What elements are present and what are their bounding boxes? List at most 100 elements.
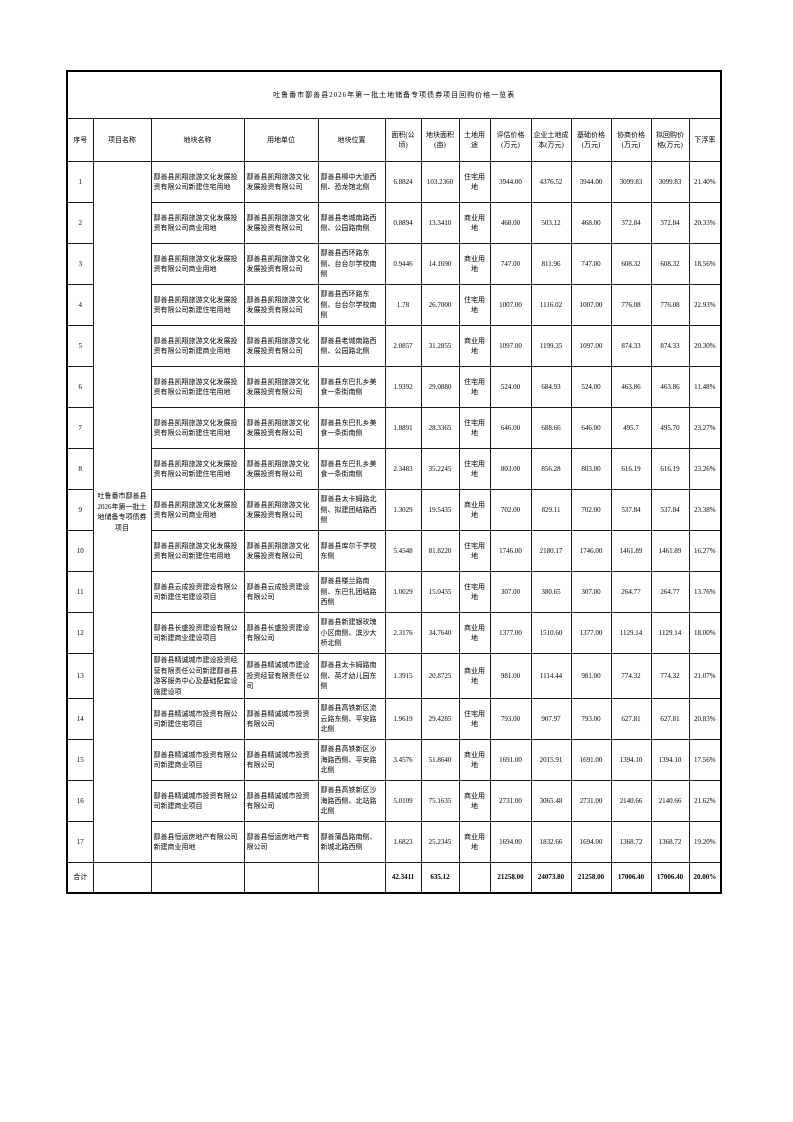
assessed-price-cell: 524.00 bbox=[489, 366, 532, 408]
base-price-cell: 3944.00 bbox=[570, 161, 612, 203]
negotiated-price-cell: 463.86 bbox=[610, 366, 652, 408]
table-row: 8 鄯善县凯翔旅游文化发展投资有限公司新建住宅用地 鄯善县凯翔旅游文化发展投资有限公… bbox=[66, 448, 722, 490]
land-use-type-cell: 住宅用地 bbox=[458, 698, 491, 740]
area-mu-cell: 20.8725 bbox=[420, 653, 460, 699]
base-price-cell: 1007.00 bbox=[570, 284, 612, 326]
enterprise-cost-cell: 380.65 bbox=[530, 571, 572, 613]
table-row: 17 鄯善县恒运房地产有限公司新建商业用地 鄯善县恒运房地产有限公司 鄯善蒲昌路南侧、… bbox=[66, 821, 722, 863]
plot-name-cell: 鄯善县精诚城市投资有限公司新建商业项目 bbox=[150, 780, 245, 822]
repurchase-price-cell: 264.77 bbox=[650, 571, 690, 613]
total-empty-location-cell bbox=[317, 862, 386, 893]
discount-rate-cell: 21.40% bbox=[688, 161, 722, 203]
discount-rate-cell: 18.56% bbox=[688, 243, 722, 285]
plot-location-cell: 鄯善县高铁新区流云路东侧、平安路北侧 bbox=[317, 698, 386, 740]
plot-name-cell: 鄯善县凯翔旅游文化发展投资有限公司新建住宅用地 bbox=[150, 530, 245, 572]
enterprise-cost-cell: 684.93 bbox=[530, 366, 572, 408]
column-header-9: 企业土地成本(万元) bbox=[530, 118, 572, 162]
plot-location-cell: 鄯善县楼兰路南侧、东巴扎团结路西侧 bbox=[317, 571, 386, 613]
plot-name-cell: 鄯善县精诚城市投资有限公司新建商业项目 bbox=[150, 739, 245, 781]
negotiated-price-cell: 774.32 bbox=[610, 653, 652, 699]
serial-cell: 11 bbox=[66, 571, 94, 613]
area-mu-cell: 81.8220 bbox=[420, 530, 460, 572]
serial-cell: 17 bbox=[66, 821, 94, 863]
discount-rate-cell: 17.56% bbox=[688, 739, 722, 781]
table-row: 5 鄯善县凯翔旅游文化发展投资有限公司新建商业用地 鄯善县凯翔旅游文化发展投资有限公… bbox=[66, 325, 722, 367]
column-header-6: 地块面积(亩) bbox=[420, 118, 460, 162]
assessed-price-cell: 3944.00 bbox=[489, 161, 532, 203]
title-row: 吐鲁番市鄯善县2026年第一批土地储备专项债券项目回购价格一览表 bbox=[66, 70, 722, 119]
repurchase-price-cell: 776.08 bbox=[650, 284, 690, 326]
enterprise-cost-cell: 856.28 bbox=[530, 448, 572, 490]
land-use-unit-cell: 鄯善县凯翔旅游文化发展投资有限公司 bbox=[243, 530, 319, 572]
negotiated-price-cell: 776.08 bbox=[610, 284, 652, 326]
plot-location-cell: 鄯善县西环路东侧、台台尔学校南侧 bbox=[317, 243, 386, 285]
discount-rate-cell: 20.83% bbox=[688, 698, 722, 740]
land-use-unit-cell: 鄯善县恒运房地产有限公司 bbox=[243, 821, 319, 863]
plot-location-cell: 鄯善县东巴扎乡美食一条街南侧 bbox=[317, 448, 386, 490]
total-empty-project-cell bbox=[92, 862, 152, 893]
enterprise-cost-cell: 688.66 bbox=[530, 407, 572, 449]
land-use-unit-cell: 鄯善县凯翔旅游文化发展投资有限公司 bbox=[243, 284, 319, 326]
assessed-price-cell: 307.00 bbox=[489, 571, 532, 613]
area-hectares-cell: 1.3029 bbox=[384, 489, 422, 531]
repurchase-price-cell: 3099.83 bbox=[650, 161, 690, 203]
table-row: 3 鄯善县凯翔旅游文化发展投资有限公司商业用地 鄯善县凯翔旅游文化发展投资有限公司鄯… bbox=[66, 243, 722, 285]
discount-rate-cell: 21.62% bbox=[688, 780, 722, 822]
enterprise-cost-cell: 2180.17 bbox=[530, 530, 572, 572]
column-header-11: 协商价格(万元) bbox=[610, 118, 652, 162]
area-mu-cell: 29.4285 bbox=[420, 698, 460, 740]
base-price-cell: 1694.00 bbox=[570, 821, 612, 863]
area-mu-cell: 28.3365 bbox=[420, 407, 460, 449]
base-price-cell: 803.00 bbox=[570, 448, 612, 490]
total-area-hectares-cell: 42.3411 bbox=[384, 862, 422, 893]
enterprise-cost-cell: 1116.02 bbox=[530, 284, 572, 326]
area-hectares-cell: 1.8891 bbox=[384, 407, 422, 449]
area-hectares-cell: 6.8824 bbox=[384, 161, 422, 203]
plot-location-cell: 鄯善县老城南路西侧、公园路南侧 bbox=[317, 202, 386, 244]
negotiated-price-cell: 1368.72 bbox=[610, 821, 652, 863]
area-hectares-cell: 2.3483 bbox=[384, 448, 422, 490]
total-repurchase-price-cell: 17006.40 bbox=[650, 862, 690, 893]
serial-cell: 16 bbox=[66, 780, 94, 822]
column-header-2: 地块名称 bbox=[150, 118, 245, 162]
area-hectares-cell: 1.6823 bbox=[384, 821, 422, 863]
serial-cell: 12 bbox=[66, 612, 94, 654]
assessed-price-cell: 646.00 bbox=[489, 407, 532, 449]
negotiated-price-cell: 608.32 bbox=[610, 243, 652, 285]
base-price-cell: 702.00 bbox=[570, 489, 612, 531]
discount-rate-cell: 21.07% bbox=[688, 653, 722, 699]
assessed-price-cell: 1746.00 bbox=[489, 530, 532, 572]
total-eval-price-cell: 21258.00 bbox=[489, 862, 532, 893]
area-mu-cell: 35.2245 bbox=[420, 448, 460, 490]
negotiated-price-cell: 874.33 bbox=[610, 325, 652, 367]
serial-cell: 13 bbox=[66, 653, 94, 699]
land-use-unit-cell: 鄯善县凯翔旅游文化发展投资有限公司 bbox=[243, 448, 319, 490]
table-row: 11 鄯善县云成投资建设有限公司新建住宅建设项目 鄯善县云成投资建设有限公司 鄯善县楼… bbox=[66, 571, 722, 613]
land-use-unit-cell: 鄯善县凯翔旅游文化发展投资有限公司 bbox=[243, 325, 319, 367]
assessed-price-cell: 981.00 bbox=[489, 653, 532, 699]
negotiated-price-cell: 372.84 bbox=[610, 202, 652, 244]
area-hectares-cell: 0.9446 bbox=[384, 243, 422, 285]
repurchase-price-cell: 874.33 bbox=[650, 325, 690, 367]
repurchase-price-cell: 372.84 bbox=[650, 202, 690, 244]
column-header-8: 评估价格(万元) bbox=[489, 118, 532, 162]
area-hectares-cell: 1.9392 bbox=[384, 366, 422, 408]
plot-name-cell: 鄯善县长盛投资建设有限公司新建商业建设项目 bbox=[150, 612, 245, 654]
assessed-price-cell: 1691.00 bbox=[489, 739, 532, 781]
area-hectares-cell: 5.4548 bbox=[384, 530, 422, 572]
assessed-price-cell: 1097.00 bbox=[489, 325, 532, 367]
plot-location-cell: 鄯善县东巴扎乡美食一条街南侧 bbox=[317, 366, 386, 408]
column-header-4: 地块位置 bbox=[317, 118, 386, 162]
land-use-unit-cell: 鄯善县凯翔旅游文化发展投资有限公司 bbox=[243, 366, 319, 408]
land-use-type-cell: 住宅用地 bbox=[458, 530, 491, 572]
land-use-unit-cell: 鄯善县凯翔旅游文化发展投资有限公司 bbox=[243, 407, 319, 449]
base-price-cell: 793.00 bbox=[570, 698, 612, 740]
negotiated-price-cell: 616.19 bbox=[610, 448, 652, 490]
repurchase-price-cell: 2140.66 bbox=[650, 780, 690, 822]
area-mu-cell: 29.0880 bbox=[420, 366, 460, 408]
column-header-row: 序号 项目名称 地块名称 用地单位 地块位置 面积(公顷) 地块面积(亩) 土地用途 评估价格(… bbox=[66, 118, 722, 162]
enterprise-cost-cell: 2015.91 bbox=[530, 739, 572, 781]
plot-location-cell: 鄯善县柳中大道西侧、恐龙馆北侧 bbox=[317, 161, 386, 203]
area-hectares-cell: 1.78 bbox=[384, 284, 422, 326]
area-mu-cell: 103.2360 bbox=[420, 161, 460, 203]
